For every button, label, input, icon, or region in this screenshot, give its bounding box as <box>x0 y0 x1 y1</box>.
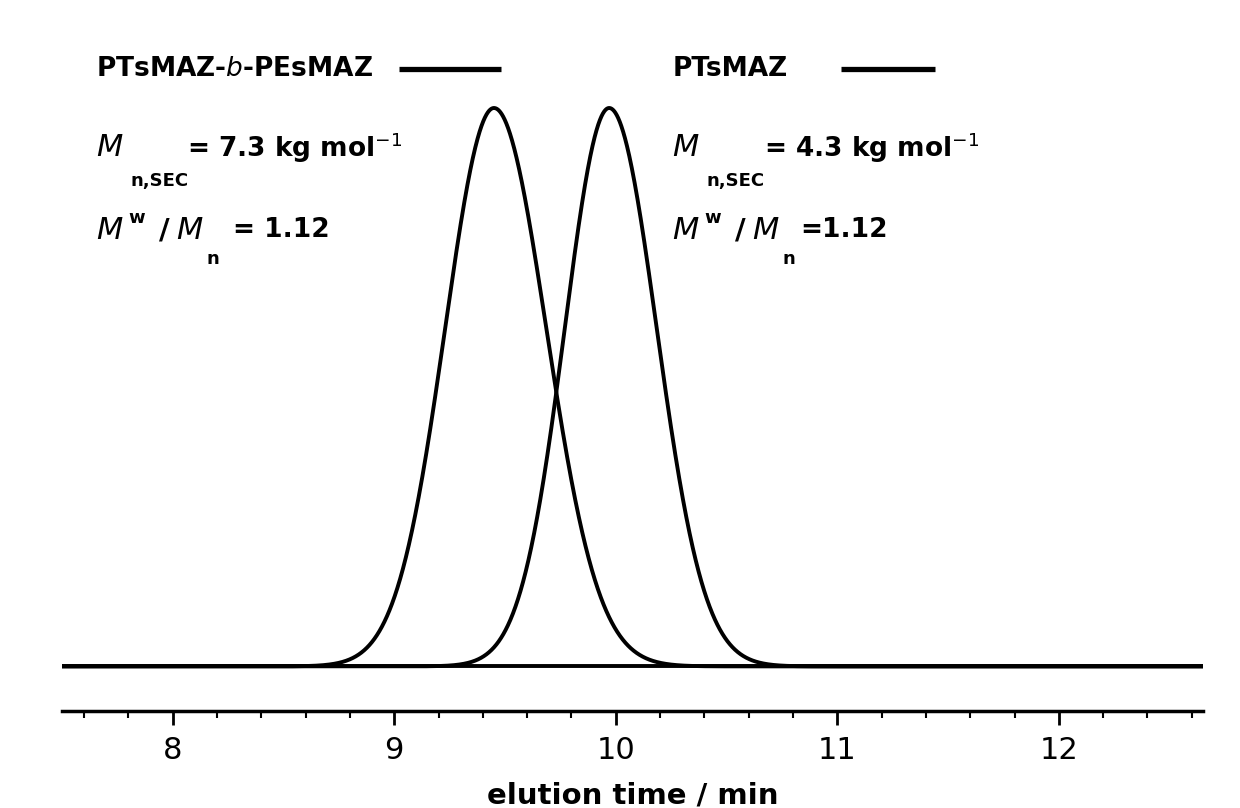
Text: n: n <box>782 250 796 268</box>
Text: $\mathit{M}$: $\mathit{M}$ <box>753 216 780 245</box>
Text: w: w <box>704 209 720 227</box>
Text: PTsMAZ: PTsMAZ <box>672 56 787 82</box>
Text: = 1.12: = 1.12 <box>233 217 330 243</box>
Text: n,SEC: n,SEC <box>130 172 188 190</box>
Text: /: / <box>159 217 170 244</box>
Text: $\mathit{M}$: $\mathit{M}$ <box>97 216 124 245</box>
Text: = 4.3 kg mol$^{-1}$: = 4.3 kg mol$^{-1}$ <box>764 131 978 165</box>
Text: $\mathit{M}$: $\mathit{M}$ <box>97 133 124 162</box>
Text: /: / <box>735 217 745 244</box>
Text: w: w <box>128 209 145 227</box>
Text: n: n <box>207 250 219 268</box>
Text: = 7.3 kg mol$^{-1}$: = 7.3 kg mol$^{-1}$ <box>187 131 403 165</box>
Text: =1.12: =1.12 <box>800 217 888 243</box>
Text: PTsMAZ-$\bf\it{b}$-PEsMAZ: PTsMAZ-$\bf\it{b}$-PEsMAZ <box>97 56 373 82</box>
Text: $\mathit{M}$: $\mathit{M}$ <box>672 216 699 245</box>
Text: $\mathit{M}$: $\mathit{M}$ <box>176 216 203 245</box>
Text: $\mathit{M}$: $\mathit{M}$ <box>672 133 699 162</box>
X-axis label: elution time / min: elution time / min <box>486 781 779 808</box>
Text: n,SEC: n,SEC <box>707 172 765 190</box>
